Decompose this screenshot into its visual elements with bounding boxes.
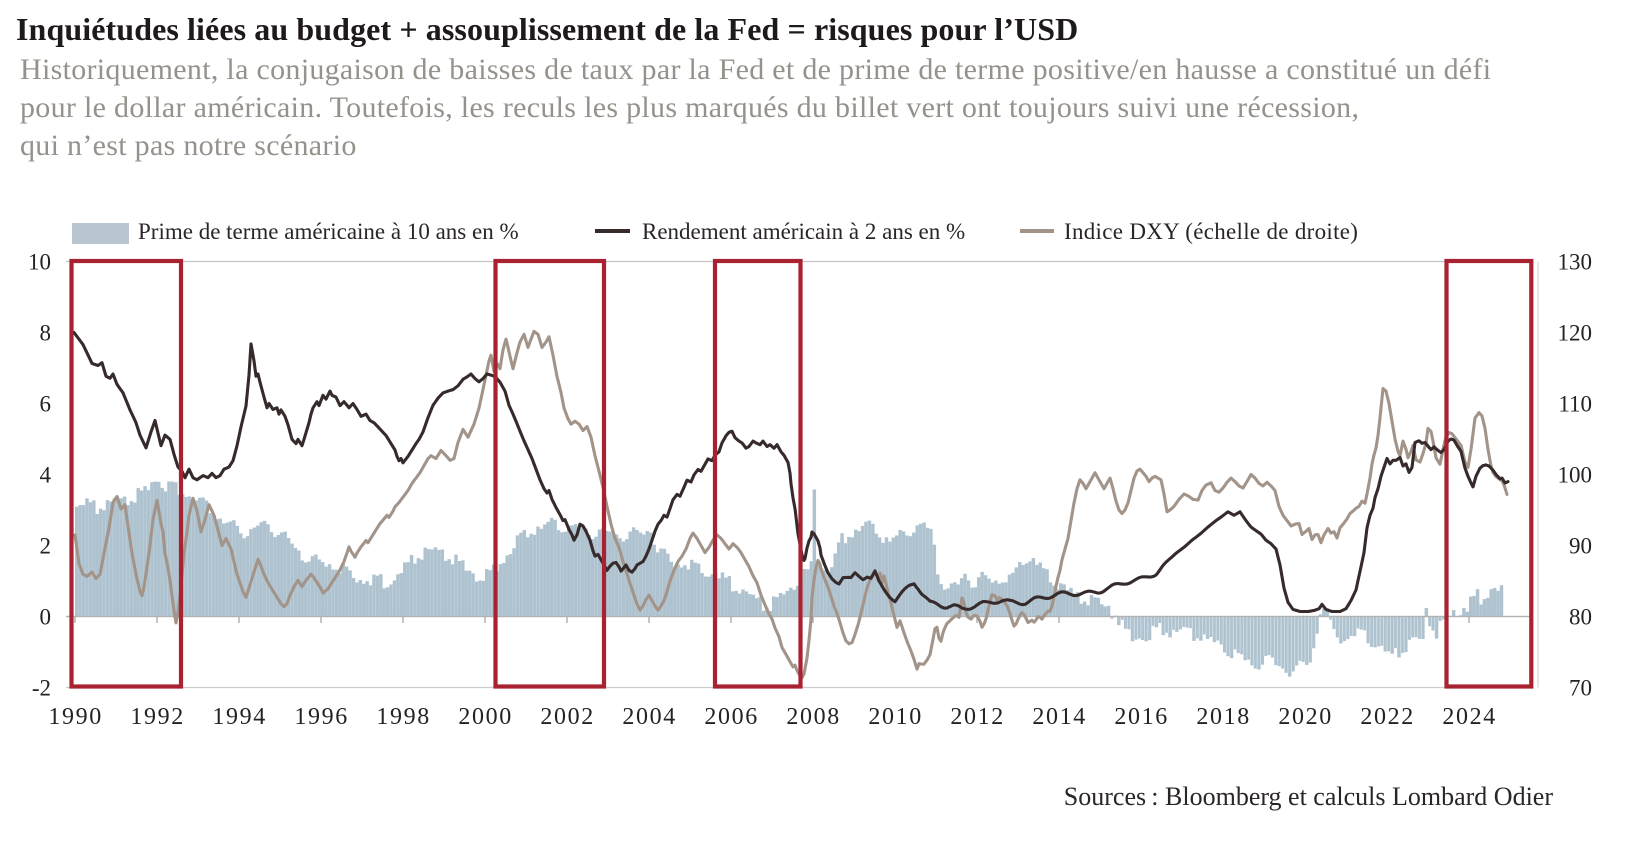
svg-text:2024: 2024: [1442, 704, 1496, 730]
svg-text:0: 0: [40, 605, 52, 630]
svg-text:1998: 1998: [376, 704, 430, 730]
svg-text:70: 70: [1569, 676, 1592, 701]
svg-text:110: 110: [1558, 392, 1592, 417]
svg-text:2004: 2004: [622, 704, 676, 730]
svg-text:2: 2: [40, 534, 52, 559]
svg-text:10: 10: [28, 250, 51, 275]
svg-text:2022: 2022: [1360, 704, 1414, 730]
svg-text:4: 4: [40, 463, 52, 488]
svg-text:80: 80: [1569, 605, 1592, 630]
svg-text:90: 90: [1569, 534, 1592, 559]
svg-text:6: 6: [40, 392, 52, 417]
svg-text:2012: 2012: [950, 704, 1004, 730]
svg-text:2016: 2016: [1114, 704, 1168, 730]
svg-text:1992: 1992: [130, 704, 184, 730]
svg-text:2018: 2018: [1196, 704, 1250, 730]
svg-text:-2: -2: [32, 676, 51, 701]
svg-text:2000: 2000: [458, 704, 512, 730]
svg-text:2002: 2002: [540, 704, 594, 730]
svg-text:8: 8: [40, 321, 52, 346]
svg-text:120: 120: [1558, 321, 1593, 346]
svg-text:2006: 2006: [704, 704, 758, 730]
svg-text:100: 100: [1558, 463, 1593, 488]
svg-text:1990: 1990: [48, 704, 102, 730]
svg-text:2020: 2020: [1278, 704, 1332, 730]
svg-text:2008: 2008: [786, 704, 840, 730]
svg-text:1994: 1994: [212, 704, 266, 730]
svg-text:130: 130: [1558, 250, 1593, 275]
svg-text:2014: 2014: [1032, 704, 1086, 730]
svg-text:2010: 2010: [868, 704, 922, 730]
svg-text:1996: 1996: [294, 704, 348, 730]
